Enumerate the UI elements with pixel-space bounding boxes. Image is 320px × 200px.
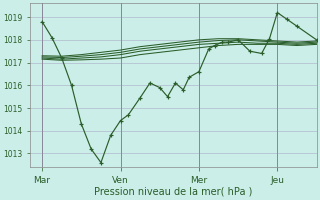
X-axis label: Pression niveau de la mer( hPa ): Pression niveau de la mer( hPa ) — [94, 187, 252, 197]
